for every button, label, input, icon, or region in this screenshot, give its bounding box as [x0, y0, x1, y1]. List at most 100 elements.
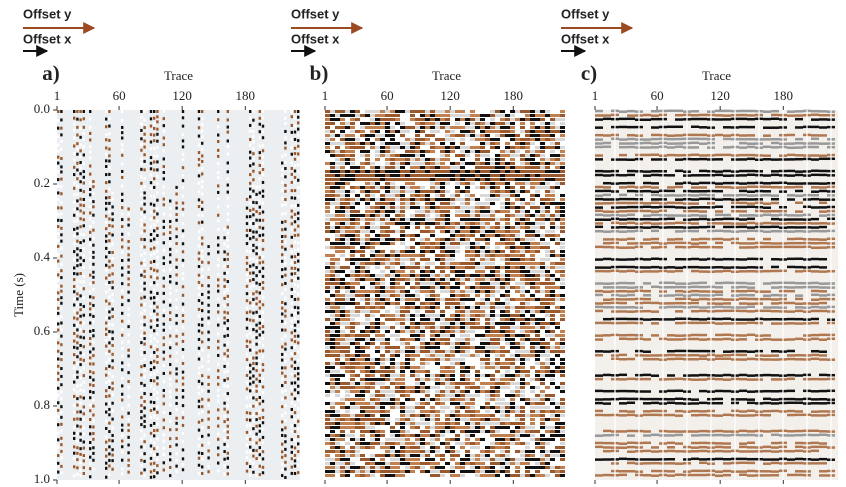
- trace-segment: [153, 289, 155, 292]
- texture-cell: [420, 286, 425, 289]
- trace-segment: [198, 126, 200, 129]
- texture-cell: [375, 326, 380, 329]
- texture-cell: [515, 226, 520, 229]
- texture-cell: [360, 126, 365, 129]
- texture-cell: [520, 210, 525, 213]
- trace-segment: [281, 228, 283, 231]
- trace-segment: [169, 378, 171, 381]
- trace-segment: [105, 455, 107, 458]
- texture-cell: [525, 146, 530, 149]
- trace-segment: [246, 306, 248, 309]
- trace-segment: [76, 253, 78, 256]
- texture-cell: [385, 230, 390, 233]
- trace-segment: [291, 415, 293, 418]
- texture-cell: [400, 190, 405, 193]
- trace-segment: [153, 329, 155, 332]
- texture-cell: [540, 262, 545, 265]
- texture-cell: [540, 114, 545, 117]
- texture-cell: [440, 154, 445, 157]
- texture-cell: [425, 142, 430, 145]
- trace-segment: [108, 125, 110, 128]
- trace-segment: [105, 427, 107, 430]
- trace-segment: [111, 393, 113, 396]
- texture-cell: [495, 302, 500, 305]
- texture-cell: [430, 210, 435, 213]
- texture-cell: [515, 130, 520, 133]
- texture-cell: [500, 110, 505, 113]
- texture-cell: [395, 270, 400, 273]
- texture-cell: [545, 170, 550, 173]
- texture-cell: [365, 354, 370, 357]
- trace-segment: [246, 340, 248, 343]
- texture-cell: [500, 246, 505, 249]
- texture-cell: [515, 254, 520, 257]
- texture-cell: [540, 162, 545, 165]
- texture-cell: [530, 350, 535, 353]
- texture-cell: [380, 310, 385, 313]
- texture-cell: [460, 198, 465, 201]
- texture-cell: [535, 330, 540, 333]
- texture-cell: [555, 222, 560, 225]
- trace-segment: [79, 383, 81, 386]
- texture-cell: [345, 278, 350, 281]
- trace-segment: [249, 459, 251, 462]
- trace-segment: [143, 191, 145, 194]
- trace-segment: [111, 315, 113, 318]
- texture-cell: [450, 354, 455, 357]
- trace-segment: [89, 282, 91, 285]
- trace-segment: [57, 150, 59, 153]
- trace-segment: [249, 349, 251, 352]
- trace-segment: [73, 220, 75, 223]
- trace-segment: [281, 384, 283, 387]
- trace-segment: [255, 316, 257, 319]
- texture-cell: [380, 214, 385, 217]
- trace-segment: [175, 388, 177, 391]
- texture-cell: [335, 314, 340, 317]
- texture-cell: [410, 226, 415, 229]
- trace-segment: [140, 404, 142, 407]
- texture-cell: [370, 294, 375, 297]
- texture-cell: [560, 258, 565, 261]
- texture-cell: [525, 294, 530, 297]
- texture-cell: [365, 238, 370, 241]
- texture-cell: [340, 306, 345, 309]
- trace-segment: [76, 411, 78, 414]
- trace-segment: [73, 375, 75, 378]
- texture-cell: [355, 122, 360, 125]
- texture-cell: [335, 286, 340, 289]
- trace-segment: [60, 328, 62, 331]
- trace-segment: [169, 334, 171, 337]
- texture-cell: [515, 282, 520, 285]
- texture-cell: [510, 250, 515, 253]
- texture-cell: [515, 302, 520, 305]
- texture-cell: [430, 314, 435, 317]
- texture-cell: [420, 178, 425, 181]
- texture-cell: [440, 226, 445, 229]
- texture-cell: [475, 330, 480, 333]
- trace-segment: [121, 176, 123, 179]
- texture-cell: [325, 286, 330, 289]
- texture-cell: [530, 218, 535, 221]
- texture-cell: [335, 170, 340, 173]
- trace-segment: [89, 199, 91, 202]
- texture-cell: [360, 134, 365, 137]
- texture-cell: [455, 138, 460, 141]
- trace-segment: [227, 377, 229, 380]
- trace-segment: [60, 170, 62, 173]
- texture-cell: [420, 326, 425, 329]
- texture-cell: [420, 354, 425, 357]
- texture-cell: [490, 114, 495, 117]
- trace-segment: [217, 191, 219, 194]
- texture-cell: [345, 322, 350, 325]
- trace-segment: [108, 302, 110, 305]
- trace-segment: [156, 397, 158, 400]
- texture-cell: [365, 298, 370, 301]
- texture-cell: [460, 322, 465, 325]
- texture-cell: [485, 226, 490, 229]
- texture-cell: [460, 162, 465, 165]
- texture-cell: [485, 218, 490, 221]
- texture-cell: [340, 174, 345, 177]
- texture-cell: [450, 214, 455, 217]
- trace-segment: [143, 282, 145, 285]
- trace-segment: [153, 195, 155, 198]
